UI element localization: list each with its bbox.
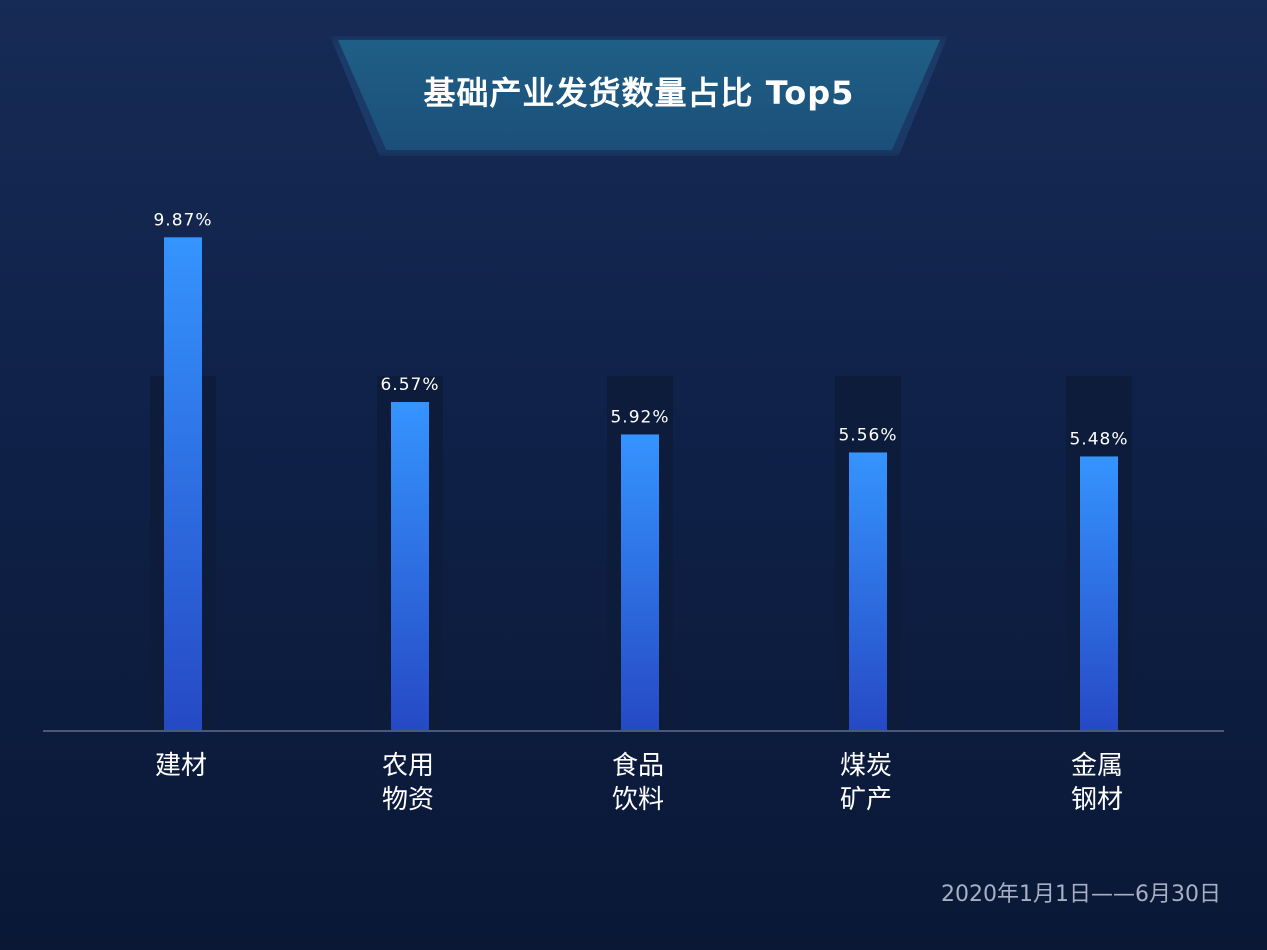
data-label: 5.48% <box>1069 429 1128 449</box>
category-label: 食品 <box>612 751 664 781</box>
category-label: 农用 <box>382 751 434 781</box>
category-label: 金属 <box>1071 751 1123 781</box>
date-range: 2020年1月1日——6月30日 <box>941 882 1221 907</box>
category-label: 建材 <box>155 751 207 781</box>
category-label: 物资 <box>382 785 434 815</box>
chart-title: 基础产业发货数量占比 Top5 <box>423 74 855 112</box>
title-banner: 基础产业发货数量占比 Top5 <box>338 40 940 150</box>
category-label: 饮料 <box>612 785 664 815</box>
data-label: 5.92% <box>610 407 669 427</box>
data-label: 5.56% <box>838 425 897 445</box>
bar <box>164 237 202 730</box>
bar <box>621 434 659 730</box>
data-label: 6.57% <box>380 375 439 395</box>
bar <box>849 452 887 730</box>
bar <box>391 402 429 730</box>
bar <box>1080 456 1118 730</box>
category-label: 矿产 <box>840 785 892 815</box>
category-label: 煤炭 <box>840 751 892 781</box>
category-label: 钢材 <box>1071 785 1123 815</box>
data-label: 9.87% <box>153 210 212 230</box>
